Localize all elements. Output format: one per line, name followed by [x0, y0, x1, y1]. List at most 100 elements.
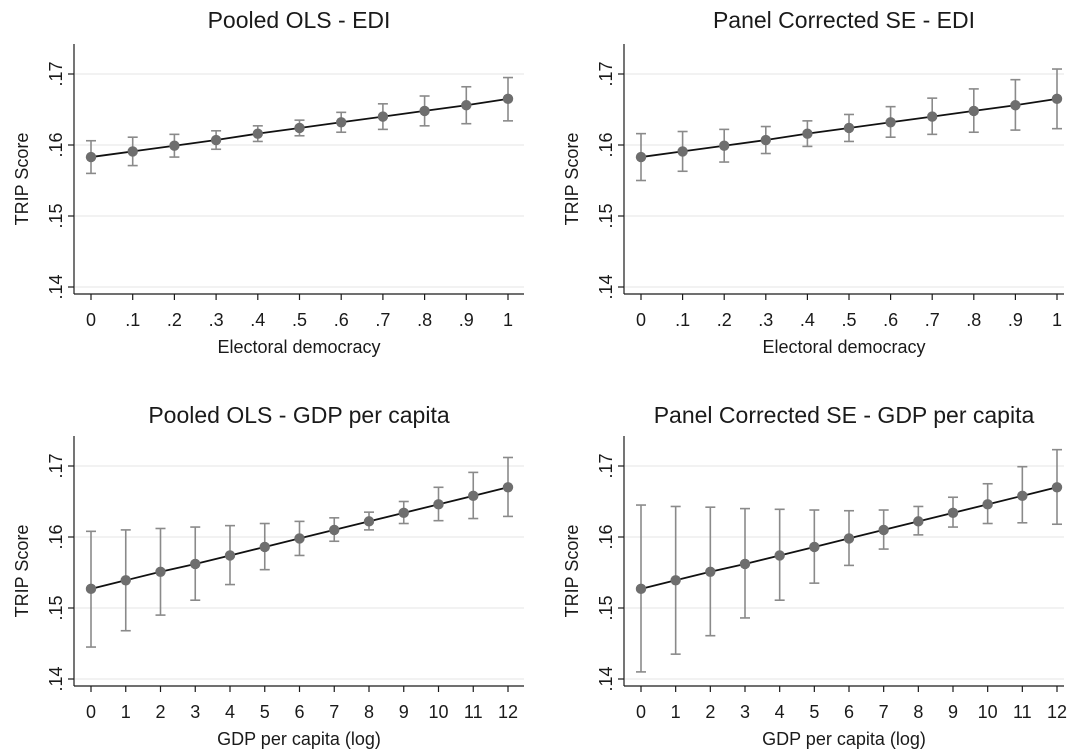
- x-tick-label: .2: [717, 310, 732, 330]
- x-tick-label: 6: [844, 702, 854, 722]
- x-tick-label: 3: [740, 702, 750, 722]
- x-tick-label: 9: [399, 702, 409, 722]
- y-tick-label: .17: [596, 453, 616, 478]
- data-point: [502, 93, 514, 105]
- data-point: [760, 134, 771, 146]
- data-point: [802, 128, 813, 139]
- y-tick-label: .14: [596, 666, 616, 691]
- data-point: [433, 499, 444, 510]
- y-tick-label: .15: [46, 595, 66, 620]
- x-tick-label: .7: [925, 310, 940, 330]
- data-point: [294, 122, 305, 134]
- data-point: [968, 105, 979, 117]
- data-point: [294, 533, 305, 544]
- chart-title: Pooled OLS - GDP per capita: [148, 402, 449, 428]
- data-point: [127, 146, 138, 157]
- x-tick-label: 11: [1013, 702, 1032, 722]
- x-tick-label: 10: [428, 702, 448, 722]
- data-point: [635, 151, 647, 163]
- data-point: [809, 541, 820, 553]
- y-tick-label: .15: [596, 203, 616, 228]
- data-point: [155, 566, 166, 577]
- x-tick-label: .6: [334, 310, 349, 330]
- y-tick-label: .16: [46, 524, 66, 549]
- x-tick-label: .8: [417, 310, 432, 330]
- x-tick-label: .6: [883, 310, 898, 330]
- y-tick-label: .16: [596, 132, 616, 157]
- x-tick-label: 3: [190, 702, 200, 722]
- x-tick-label: 5: [809, 702, 819, 722]
- data-point: [774, 550, 785, 561]
- y-tick-label: .17: [46, 453, 66, 478]
- data-point: [190, 558, 201, 570]
- x-tick-label: 12: [1047, 702, 1067, 722]
- data-point: [252, 128, 263, 139]
- data-point: [878, 524, 889, 536]
- x-tick-label: .5: [841, 310, 856, 330]
- data-point: [982, 499, 993, 510]
- y-axis-label: TRIP Score: [562, 525, 582, 618]
- data-point: [210, 134, 222, 146]
- x-tick-label: 10: [978, 702, 998, 722]
- y-tick-label: .14: [596, 274, 616, 299]
- x-axis-label: GDP per capita (log): [217, 729, 381, 749]
- x-axis-label: Electoral democracy: [217, 337, 380, 357]
- data-point: [885, 117, 896, 128]
- y-tick-label: .17: [596, 61, 616, 86]
- data-point: [927, 111, 938, 122]
- x-tick-label: 7: [329, 702, 339, 722]
- chart-title: Pooled OLS - EDI: [208, 7, 391, 33]
- data-point: [677, 146, 688, 157]
- x-tick-label: 0: [636, 702, 646, 722]
- x-tick-label: 0: [86, 702, 96, 722]
- y-axis-label: TRIP Score: [12, 525, 32, 618]
- x-tick-label: 0: [86, 310, 96, 330]
- data-point: [259, 541, 270, 553]
- data-point: [739, 558, 751, 570]
- data-point: [947, 507, 959, 519]
- data-point: [336, 117, 347, 128]
- y-tick-label: .14: [46, 666, 66, 691]
- x-tick-label: .8: [966, 310, 981, 330]
- chart-title: Panel Corrected SE - EDI: [713, 7, 975, 33]
- data-point: [377, 111, 389, 122]
- x-tick-label: 4: [225, 702, 235, 722]
- data-point: [1017, 490, 1028, 502]
- x-tick-label: 1: [671, 702, 681, 722]
- y-axis-label: TRIP Score: [12, 133, 32, 226]
- data-point: [363, 516, 375, 527]
- data-point: [1051, 93, 1063, 105]
- x-tick-label: .7: [375, 310, 390, 330]
- data-point: [329, 524, 340, 536]
- x-tick-label: 12: [498, 702, 518, 722]
- x-tick-label: .2: [167, 310, 182, 330]
- data-point: [843, 533, 855, 544]
- x-tick-label: .4: [250, 310, 265, 330]
- x-tick-label: 2: [155, 702, 165, 722]
- x-tick-label: 1: [503, 310, 513, 330]
- x-tick-label: .1: [125, 310, 140, 330]
- x-tick-label: 1: [1052, 310, 1062, 330]
- data-point: [461, 100, 472, 111]
- data-point: [670, 575, 681, 586]
- x-tick-label: 7: [879, 702, 889, 722]
- x-tick-label: 2: [705, 702, 715, 722]
- x-tick-label: .5: [292, 310, 307, 330]
- x-tick-label: .9: [459, 310, 474, 330]
- data-point: [913, 516, 924, 527]
- y-tick-label: .17: [46, 61, 66, 86]
- x-axis-label: Electoral democracy: [762, 337, 925, 357]
- y-tick-label: .16: [596, 524, 616, 549]
- chart-panel-1: .14 .15 .16 .17 0 .1 .2 .3 .4 .5 .6 .7 .8 .9 1 Pooled O…: [12, 7, 524, 357]
- x-tick-label: 5: [260, 702, 270, 722]
- y-tick-label: .16: [46, 132, 66, 157]
- y-tick-label: .14: [46, 274, 66, 299]
- x-tick-label: 9: [948, 702, 958, 722]
- x-tick-label: .1: [675, 310, 690, 330]
- data-point: [85, 583, 97, 595]
- x-tick-label: 8: [364, 702, 374, 722]
- x-tick-label: .4: [800, 310, 815, 330]
